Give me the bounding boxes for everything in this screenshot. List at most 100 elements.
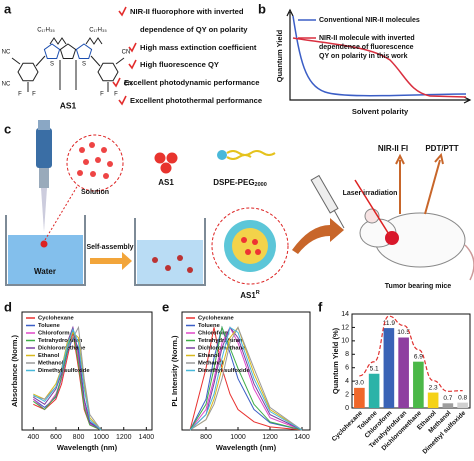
value-label: 10.5 (397, 329, 410, 336)
atom-label: C₁₇H₃₅ (37, 28, 55, 34)
y-tick-label: 0 (345, 405, 349, 412)
panel-label: c (4, 121, 11, 136)
solution-label: Solution (81, 189, 109, 196)
legend-text: Chloroform (198, 331, 230, 337)
legend-text: Tetrahydrofuran (38, 338, 83, 344)
legend-text: NIR-II molecule with inverted (319, 35, 415, 42)
as1r-label: AS1R (240, 290, 260, 300)
solution-zoom (66, 134, 124, 192)
bar (368, 373, 380, 408)
legend-text: Ethanol (38, 353, 60, 359)
bar (427, 392, 439, 408)
panel-label: d (4, 299, 12, 314)
solution-dots (77, 142, 113, 179)
legend-text: QY on polarity in this work (319, 53, 408, 60)
value-label: 0.8 (458, 394, 467, 401)
ring (17, 62, 39, 82)
atom-label: NC (2, 50, 11, 56)
x-axis-label: Wavelength (nm) (57, 443, 118, 452)
x-tick-label: 800 (73, 434, 85, 441)
series-line (33, 325, 102, 431)
ring (75, 43, 93, 59)
plot-frame (351, 313, 471, 409)
x-tick-label: 1000 (230, 434, 246, 441)
x-tick-label: 1200 (116, 434, 132, 441)
bond (11, 55, 125, 92)
y-axis-label: Absorbance (Norm.) (10, 334, 19, 407)
legend-text: Conventional NIR-II molecules (319, 17, 420, 24)
plot-frame (21, 311, 153, 431)
output-arrows (395, 152, 444, 215)
x-tick-label: 800 (200, 434, 212, 441)
panel-label: f (318, 299, 323, 314)
laser-beam (354, 179, 391, 237)
legend-text: Ethanol (198, 353, 220, 359)
ring (59, 43, 77, 59)
x-tick-label: 1400 (139, 434, 155, 441)
this-work-curve (292, 37, 467, 98)
atom-label: F (32, 92, 36, 98)
legend-text: Cyclohexane (38, 316, 75, 322)
pdt-label: PDT/PTT (425, 144, 458, 153)
as1r-superscript: R (256, 290, 260, 296)
legend-text: Dimethyl sulfoxide (38, 368, 90, 374)
as1r-text: AS1 (240, 291, 256, 300)
legend-text: Methanol (198, 361, 224, 367)
feature: High mass extinction coefficient (140, 43, 257, 52)
series-line (189, 327, 303, 431)
beaker (134, 218, 206, 286)
atom-label: CN (122, 50, 131, 56)
series-line (33, 327, 102, 431)
as1-label: AS1 (158, 178, 174, 187)
atom-label: S (82, 62, 86, 68)
y-tick-label: 14 (341, 311, 349, 318)
value-label: 2.3 (429, 384, 438, 391)
feature: Excellent photodynamic performance (124, 78, 259, 87)
molecule-name: AS1 (60, 100, 77, 110)
y-axis-label: Quantum Yield (275, 29, 284, 82)
dspe-subscript: 2000 (255, 182, 267, 188)
atom-label: F (18, 92, 22, 98)
value-label: 3.0 (355, 380, 364, 387)
laser-label: Laser irradiation (343, 190, 398, 197)
legend-text: Methanol (38, 361, 64, 367)
series-line (189, 325, 303, 431)
atom-label: S (50, 62, 54, 68)
atom-label: C₁₇H₃₅ (89, 28, 107, 34)
legend-text: Toluene (198, 323, 221, 329)
legend-text: Dimethyl sulfoxide (198, 368, 250, 374)
legend-text: Toluene (38, 323, 61, 329)
legend-text: Dichloromethane (38, 346, 86, 352)
panel-label: e (162, 299, 169, 314)
bar (398, 337, 409, 408)
y-axis-label: PL Intensity (Norm.) (170, 335, 179, 407)
y-tick-label: 4 (345, 378, 349, 385)
conventional-curve (292, 15, 467, 97)
feature: NIR-II fluorophore with inverted (130, 7, 244, 16)
plot-frame (181, 311, 311, 431)
dspe-text: DSPE-PEG (213, 178, 254, 187)
x-axis-label: Solvent polarity (352, 107, 409, 116)
legend-text: dependence of fluorescence (319, 44, 414, 51)
ring (97, 62, 119, 82)
x-tick-label: 1400 (294, 434, 310, 441)
value-label: 5.1 (370, 365, 379, 372)
bar (457, 402, 468, 408)
y-tick-label: 2 (345, 391, 349, 398)
bar (383, 328, 395, 408)
syringe (310, 174, 345, 229)
atom-label: F (100, 92, 104, 98)
atom-label: NC (2, 82, 11, 88)
series-line (33, 325, 102, 431)
value-label: 6.9 (414, 353, 423, 360)
x-tick-label: 400 (27, 434, 39, 441)
panel-label: b (258, 1, 266, 16)
checkmarks (112, 6, 137, 106)
feature: High fluorescence QY (140, 60, 219, 69)
legend-text: Cyclohexane (198, 316, 235, 322)
chain (49, 37, 103, 45)
x-axis-label: Wavelength (nm) (216, 443, 277, 452)
atom-label: CN (124, 82, 133, 88)
series-line (189, 325, 303, 431)
feature: Excellent photothermal performance (130, 96, 262, 105)
